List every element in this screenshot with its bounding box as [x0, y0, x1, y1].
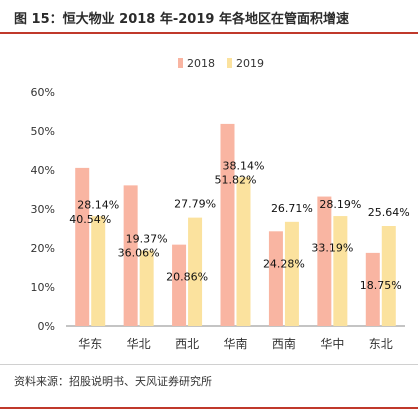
source-bar: 资料来源：招股说明书、天风证券研究所: [0, 364, 418, 409]
bar-2019-华东: [91, 216, 106, 326]
bar-chart: 2018 2019 0% 10% 20% 30% 40% 50% 60% 华东 华北 西北 华南 西南 华中…: [31, 57, 410, 351]
data-label-2018: 40.54%: [69, 213, 111, 226]
y-tick-label: 10%: [31, 281, 55, 294]
x-tick-label: 西北: [175, 337, 199, 351]
data-label-2018: 36.06%: [118, 246, 160, 259]
x-tick-label: 华中: [320, 336, 344, 351]
bar-2018-华南: [220, 123, 235, 326]
y-tick-label: 50%: [31, 125, 55, 138]
bar-2018-东北: [365, 252, 380, 326]
data-label-2019: 25.64%: [368, 206, 410, 219]
bar-2019-西北: [188, 217, 203, 326]
y-tick-label: 60%: [31, 86, 55, 99]
x-tick-label: 华南: [223, 336, 247, 351]
data-label-2018: 24.28%: [263, 257, 305, 270]
figure-title-bar: 图 15：恒大物业 2018 年-2019 年各地区在管面积增速: [0, 0, 418, 34]
data-label-2019: 28.19%: [319, 198, 361, 211]
bar-2019-西南: [284, 221, 299, 326]
data-label-2019: 19.37%: [126, 232, 168, 245]
x-tick-label: 西南: [272, 336, 296, 351]
data-label-2018: 18.75%: [360, 279, 402, 292]
bar-2018-西南: [268, 231, 283, 326]
bar-2018-华中: [317, 196, 332, 326]
figure-title: 图 15：恒大物业 2018 年-2019 年各地区在管面积增速: [14, 12, 349, 27]
x-tick-label: 华北: [127, 337, 151, 351]
x-tick-label: 东北: [369, 337, 393, 351]
bar-2018-西北: [172, 244, 187, 326]
bar-2019-华中: [333, 216, 348, 326]
bar-2019-东北: [381, 226, 396, 326]
data-label-2019: 28.14%: [77, 198, 119, 211]
data-label-2018: 51.82%: [215, 173, 257, 186]
data-label-2018: 33.19%: [311, 242, 353, 255]
y-tick-label: 0%: [38, 320, 55, 333]
bar-2019-华北: [139, 250, 154, 326]
data-label-2018: 20.86%: [166, 271, 208, 284]
source-note: 资料来源：招股说明书、天风证券研究所: [14, 375, 212, 388]
y-tick-label: 40%: [31, 164, 55, 177]
bar-2018-华北: [123, 185, 138, 326]
bottom-rule: [0, 407, 418, 409]
bar-2019-华南: [236, 177, 251, 326]
y-tick-label: 20%: [31, 242, 55, 255]
data-label-2019: 27.79%: [174, 198, 216, 211]
legend-swatch-2018: [178, 58, 183, 68]
bar-2018-华东: [75, 167, 90, 326]
x-tick-label: 华东: [78, 337, 102, 351]
data-label-2019: 38.14%: [223, 159, 265, 172]
y-tick-label: 30%: [31, 203, 55, 216]
legend-swatch-2019: [227, 58, 232, 68]
data-label-2019: 26.71%: [271, 202, 313, 215]
legend-label-2019: 2019: [236, 57, 264, 70]
legend-label-2018: 2018: [187, 57, 215, 70]
